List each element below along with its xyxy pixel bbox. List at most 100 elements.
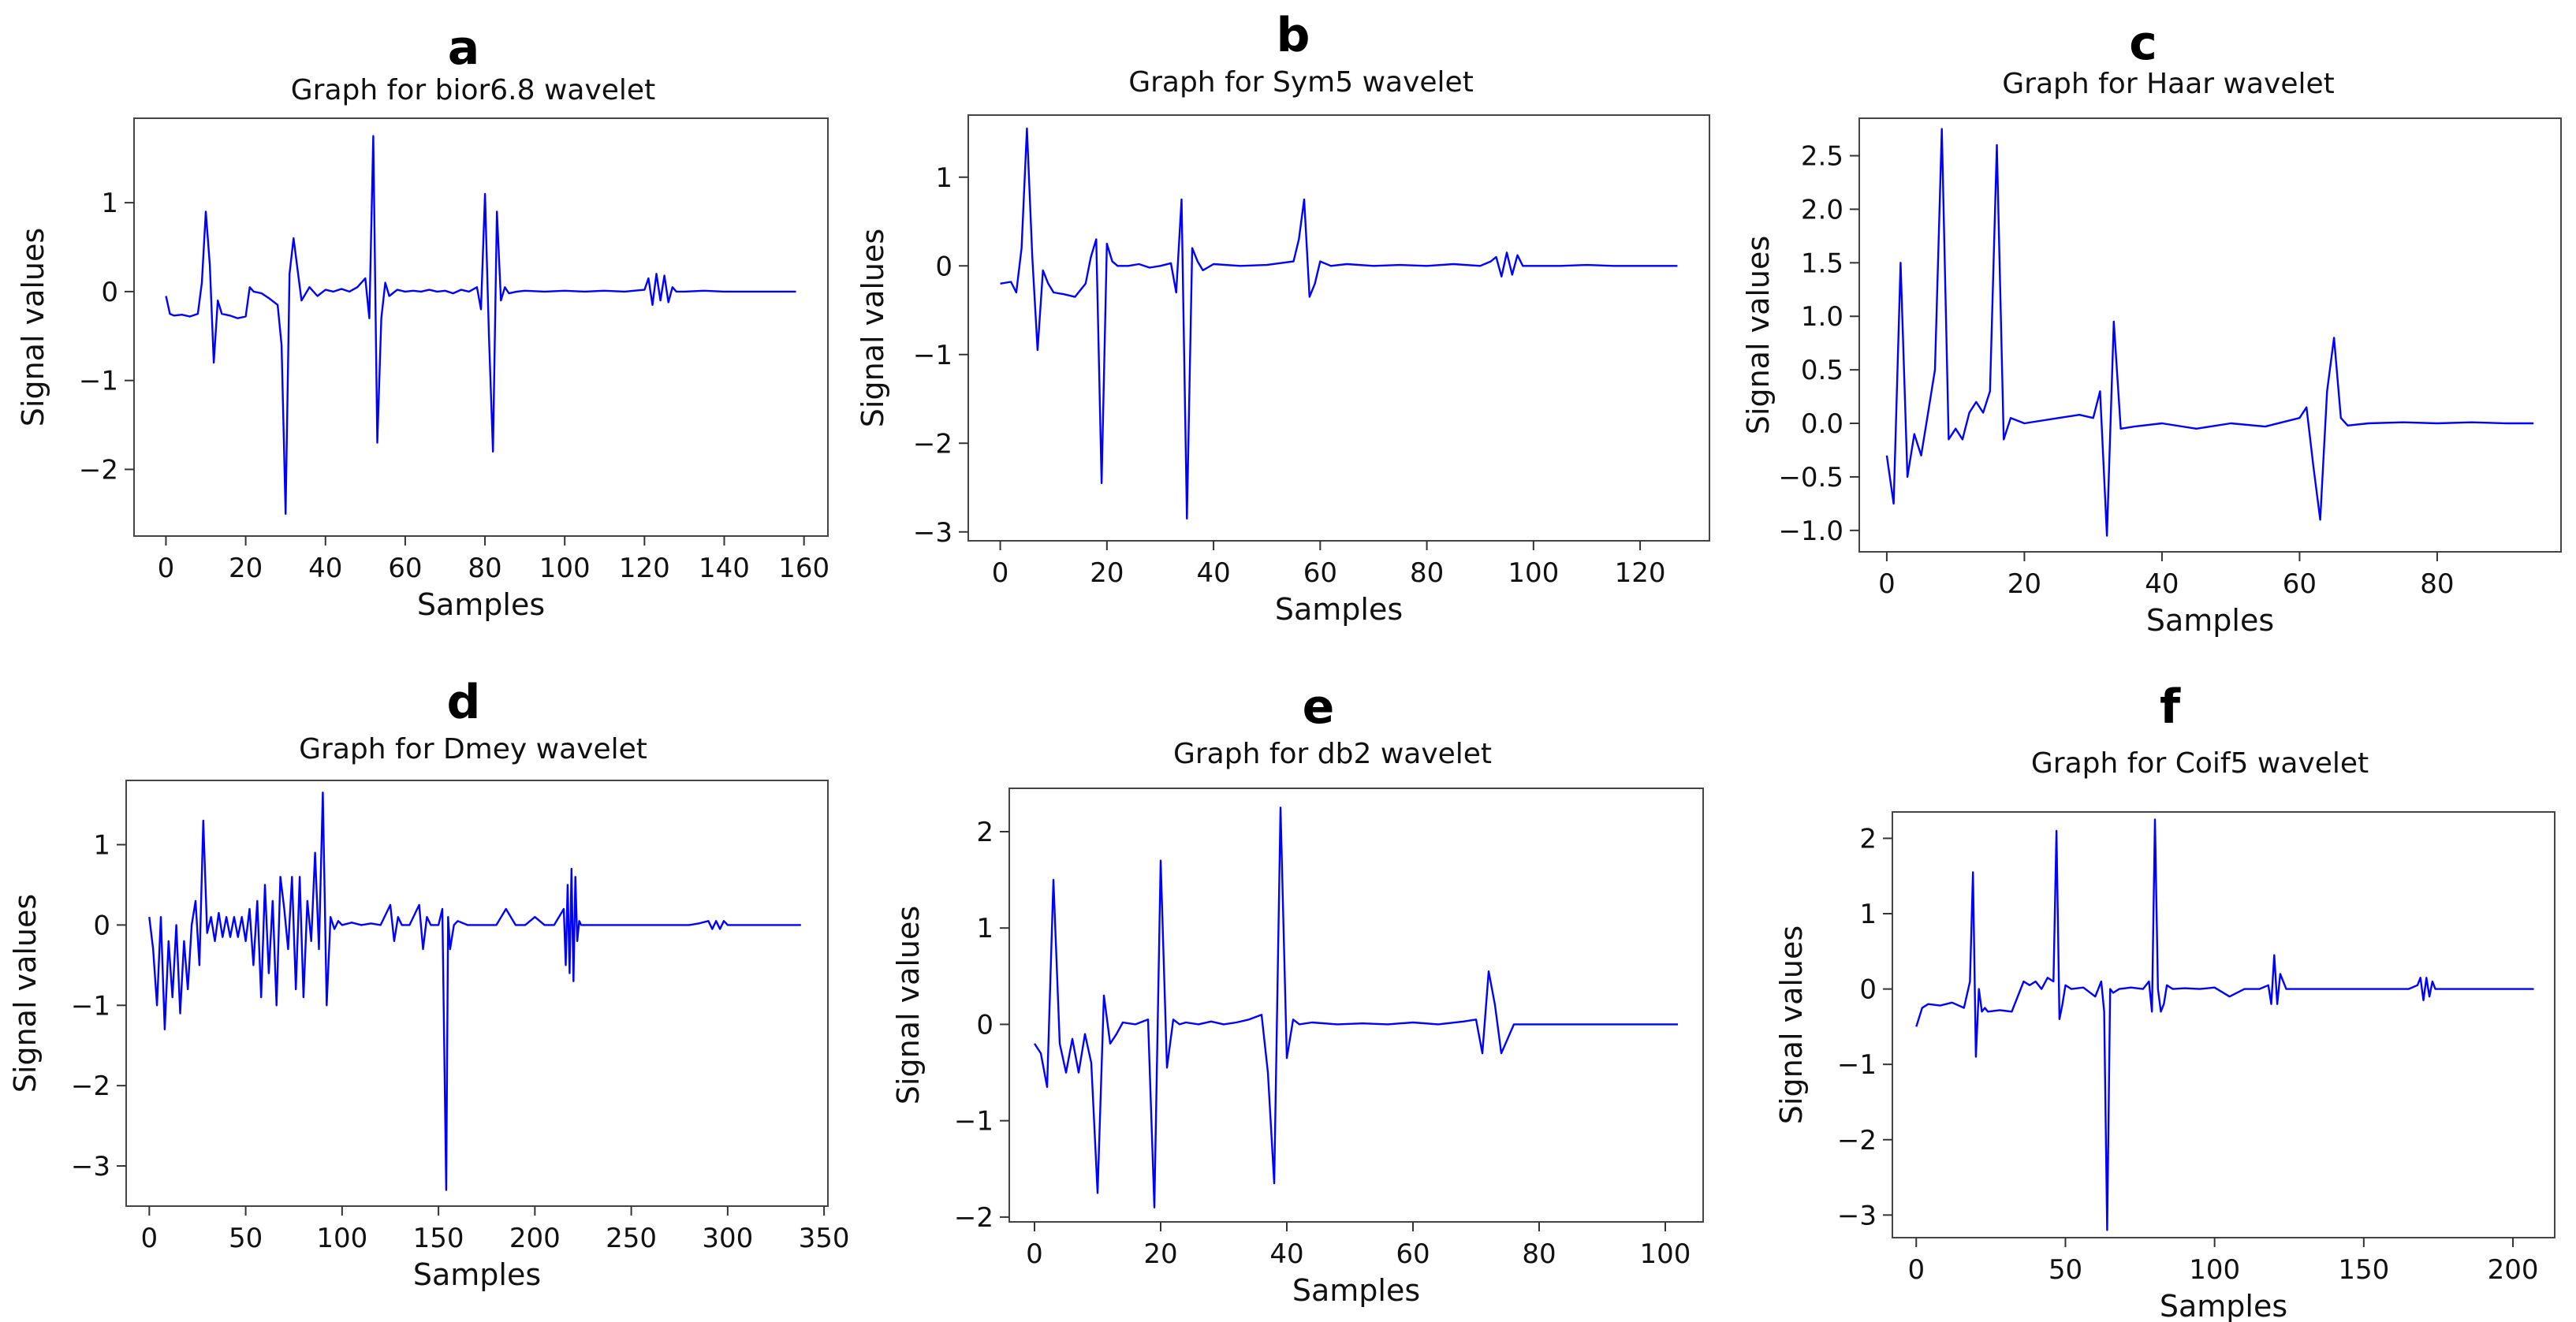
y-tick-label: 2.5 bbox=[1801, 141, 1843, 173]
x-tick-label: 20 bbox=[2007, 568, 2041, 600]
chart-plot-a: 0 20 40 60 80 100 120 140 160 1 0 −1 −2 Samples Signal… bbox=[16, 117, 829, 622]
y-tick-label: 2 bbox=[1859, 823, 1877, 855]
chart-plot-c: 0 20 40 60 80 2.5 2.0 1.5 1.0 0.5 0.0 −0.5 −1.0 Sampl… bbox=[1741, 117, 2562, 638]
y-tick-label: −2 bbox=[913, 428, 952, 460]
chart-title: Graph for Sym5 wavelet bbox=[1128, 66, 1474, 99]
x-tick-label: 50 bbox=[229, 1223, 263, 1254]
x-tick-label: 20 bbox=[1090, 557, 1124, 589]
chart-title: Graph for Dmey wavelet bbox=[299, 733, 647, 765]
y-tick-label: −1 bbox=[79, 366, 118, 397]
y-tick-label: 2 bbox=[976, 817, 993, 848]
panel-letter: a bbox=[447, 20, 480, 76]
y-tick-label: 0 bbox=[93, 910, 110, 941]
x-tick-label: 100 bbox=[539, 553, 591, 584]
y-tick-label: −0.5 bbox=[1778, 462, 1843, 493]
y-tick-label: −3 bbox=[71, 1151, 110, 1182]
y-axis-label: Signal values bbox=[8, 894, 43, 1093]
x-tick-label: 140 bbox=[699, 553, 750, 584]
y-tick-label: 1.5 bbox=[1801, 248, 1843, 279]
y-tick-label: 0 bbox=[935, 251, 952, 282]
x-axis-label: Samples bbox=[1275, 592, 1403, 627]
x-axis-label: Samples bbox=[2146, 603, 2274, 638]
panel-letter: d bbox=[446, 675, 481, 730]
chart-title: Graph for bior6.8 wavelet bbox=[290, 74, 656, 106]
panel-letter: b bbox=[1276, 8, 1310, 63]
series-line bbox=[1033, 806, 1678, 1208]
plot-frame bbox=[133, 117, 829, 537]
x-tick-label: 40 bbox=[1196, 557, 1230, 589]
y-tick-label: 0.0 bbox=[1801, 408, 1843, 440]
x-tick-label: 200 bbox=[2488, 1254, 2539, 1286]
plot-frame bbox=[125, 780, 829, 1207]
panel-letter: e bbox=[1302, 680, 1335, 735]
x-axis-label: Samples bbox=[1292, 1273, 1420, 1308]
y-tick-label: −3 bbox=[913, 517, 952, 549]
y-tick-label: 1 bbox=[93, 830, 110, 862]
y-tick-label: 1.0 bbox=[1801, 301, 1843, 333]
y-tick-label: 1 bbox=[101, 188, 118, 219]
x-tick-label: 100 bbox=[316, 1223, 367, 1254]
y-axis-label: Signal values bbox=[891, 906, 926, 1104]
series-line bbox=[148, 791, 801, 1191]
x-tick-label: 0 bbox=[141, 1223, 158, 1254]
x-tick-label: 300 bbox=[702, 1223, 753, 1254]
x-tick-label: 20 bbox=[229, 553, 263, 584]
y-tick-label: −2 bbox=[1837, 1125, 1877, 1156]
y-tick-label: −1 bbox=[71, 990, 110, 1022]
x-tick-label: 200 bbox=[509, 1223, 561, 1254]
x-tick-label: 60 bbox=[1303, 557, 1337, 589]
x-tick-label: 60 bbox=[2283, 568, 2317, 600]
y-tick-label: −1 bbox=[1837, 1049, 1877, 1081]
x-tick-label: 0 bbox=[992, 557, 1009, 589]
x-tick-label: 250 bbox=[606, 1223, 657, 1254]
x-tick-label: 80 bbox=[2420, 568, 2454, 600]
y-tick-label: −2 bbox=[71, 1071, 110, 1102]
x-tick-label: 20 bbox=[1143, 1238, 1177, 1270]
y-tick-label: −1 bbox=[954, 1106, 993, 1138]
panel-letter: c bbox=[2129, 16, 2157, 71]
series-line bbox=[1000, 127, 1678, 520]
y-axis-label: Signal values bbox=[856, 229, 890, 427]
y-tick-label: 1 bbox=[1859, 899, 1877, 930]
plot-frame bbox=[967, 114, 1710, 542]
x-tick-label: 0 bbox=[1878, 568, 1896, 600]
x-tick-label: 150 bbox=[413, 1223, 464, 1254]
panel-letter: f bbox=[2159, 680, 2181, 735]
x-tick-label: 40 bbox=[308, 553, 342, 584]
x-tick-label: 80 bbox=[1522, 1238, 1556, 1270]
y-tick-label: 1 bbox=[976, 913, 993, 944]
x-axis-label: Samples bbox=[2160, 1289, 2287, 1322]
chart-plot-b: 0 20 40 60 80 100 120 1 0 −1 −2 −3 Samples Signal val… bbox=[856, 114, 1710, 627]
y-axis-label: Signal values bbox=[1741, 236, 1776, 434]
x-tick-label: 150 bbox=[2338, 1254, 2389, 1286]
x-tick-label: 80 bbox=[1410, 557, 1444, 589]
y-tick-label: −1.0 bbox=[1778, 516, 1843, 547]
x-tick-label: 0 bbox=[158, 553, 175, 584]
x-tick-label: 60 bbox=[1396, 1238, 1430, 1270]
y-axis-label: Signal values bbox=[1774, 925, 1809, 1124]
y-tick-label: −2 bbox=[954, 1202, 993, 1234]
x-tick-label: 40 bbox=[2145, 568, 2179, 600]
plot-frame bbox=[1858, 117, 2562, 553]
series-line bbox=[1885, 128, 2534, 537]
x-axis-label: Samples bbox=[417, 587, 545, 622]
x-tick-label: 120 bbox=[619, 553, 670, 584]
y-axis-label: Signal values bbox=[16, 228, 50, 426]
plot-frame bbox=[1008, 788, 1704, 1223]
x-tick-label: 40 bbox=[1269, 1238, 1303, 1270]
x-tick-label: 160 bbox=[778, 553, 829, 584]
chart-plot-f: 0 50 100 150 200 2 1 0 −1 −2 −3 Samples Signal value… bbox=[1774, 811, 2555, 1322]
y-tick-label: 0 bbox=[101, 277, 118, 308]
y-tick-label: 1 bbox=[935, 162, 952, 194]
y-tick-label: 2.0 bbox=[1801, 194, 1843, 225]
x-tick-label: 100 bbox=[1508, 557, 1559, 589]
y-tick-label: −3 bbox=[1837, 1200, 1877, 1231]
x-tick-label: 80 bbox=[468, 553, 501, 584]
y-tick-label: 0.5 bbox=[1801, 355, 1843, 386]
chart-title: Graph for Haar wavelet bbox=[2002, 68, 2335, 100]
series-line bbox=[165, 135, 796, 515]
x-tick-label: 60 bbox=[388, 553, 422, 584]
x-tick-label: 0 bbox=[1907, 1254, 1925, 1286]
x-axis-label: Samples bbox=[413, 1257, 541, 1292]
x-tick-label: 0 bbox=[1026, 1238, 1043, 1270]
